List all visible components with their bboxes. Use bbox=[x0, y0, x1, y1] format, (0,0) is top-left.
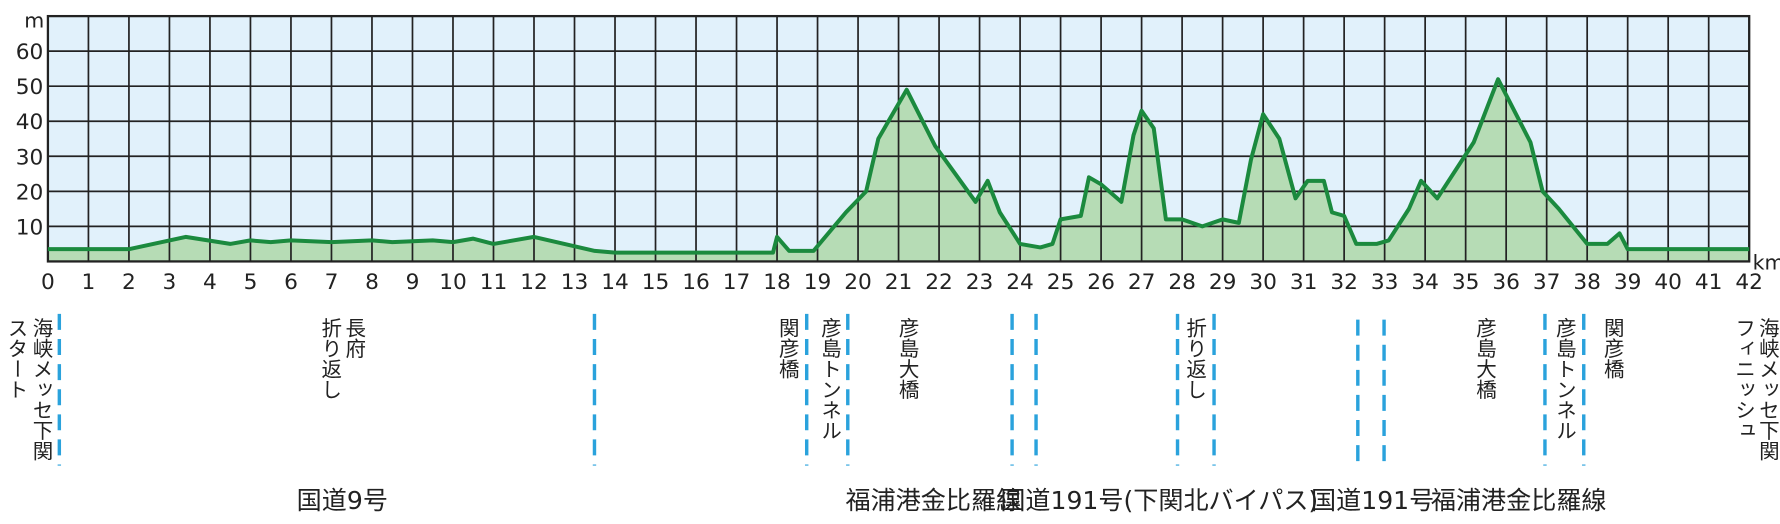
road-label: 国道191号(下関北バイパス) bbox=[1000, 486, 1318, 515]
x-unit: km bbox=[1753, 250, 1780, 274]
x-tick-label: 20 bbox=[844, 270, 872, 295]
x-tick-label: 26 bbox=[1087, 270, 1115, 295]
x-tick-label: 8 bbox=[365, 270, 379, 295]
x-tick-label: 4 bbox=[203, 270, 217, 295]
x-tick-label: 19 bbox=[804, 270, 832, 295]
x-tick-label: 13 bbox=[561, 270, 589, 295]
x-tick-label: 5 bbox=[244, 270, 258, 295]
x-tick-label: 15 bbox=[642, 270, 670, 295]
plot-border bbox=[46, 14, 1751, 263]
landmark-label: 折り返し bbox=[1183, 317, 1207, 399]
y-tick-label: 50 bbox=[16, 75, 44, 100]
x-tick-label: 2 bbox=[122, 270, 136, 295]
landmark-label: フィニッシュ bbox=[1731, 317, 1755, 440]
x-tick-label: 38 bbox=[1573, 270, 1601, 295]
x-tick-label: 6 bbox=[284, 270, 298, 295]
x-tick-label: 7 bbox=[325, 270, 339, 295]
x-tick-label: 37 bbox=[1533, 270, 1561, 295]
road-label: 福浦港金比羅線 bbox=[846, 486, 1022, 515]
y-tick-label: 30 bbox=[16, 145, 44, 170]
road-label: 福浦港金比羅線 bbox=[1431, 486, 1607, 515]
x-tick-label: 30 bbox=[1249, 270, 1277, 295]
x-tick-label: 36 bbox=[1492, 270, 1520, 295]
landmark-label: スタート bbox=[4, 317, 28, 399]
x-tick-label: 25 bbox=[1047, 270, 1075, 295]
elevation-line bbox=[47, 77, 1750, 255]
landmark-label: 彦島トンネル bbox=[1552, 317, 1576, 440]
y-tick-label: 60 bbox=[16, 40, 44, 65]
landmark-label: 彦島トンネル bbox=[818, 317, 842, 440]
landmark-label: 関彦橋 bbox=[775, 317, 799, 379]
road-label: 国道9号 bbox=[297, 486, 388, 515]
x-tick-label: 23 bbox=[966, 270, 994, 295]
landmark-label: 海峡メッセ下関 bbox=[29, 317, 53, 461]
landmark-labels: 海峡メッセ下関 スタート 長府 折り返し 関彦橋 彦島トンネル 彦島大橋 折り返… bbox=[4, 317, 1780, 461]
x-tick-label: 11 bbox=[480, 270, 508, 295]
x-tick-label: 12 bbox=[520, 270, 548, 295]
landmark-label: 折り返し bbox=[318, 317, 342, 399]
landmark-label: 彦島大橋 bbox=[1472, 317, 1496, 400]
x-tick-label: 24 bbox=[1006, 270, 1034, 295]
x-tick-label: 34 bbox=[1411, 270, 1439, 295]
landmark-label: 関彦橋 bbox=[1600, 317, 1624, 379]
x-tick-label: 41 bbox=[1695, 270, 1723, 295]
x-tick-label: 9 bbox=[406, 270, 420, 295]
x-tick-label: 3 bbox=[163, 270, 177, 295]
x-tick-label: 16 bbox=[682, 270, 710, 295]
x-tick-label: 28 bbox=[1168, 270, 1196, 295]
x-tick-label: 33 bbox=[1371, 270, 1399, 295]
x-tick-label: 14 bbox=[601, 270, 629, 295]
y-tick-label: 40 bbox=[16, 110, 44, 135]
landmark-label: 彦島大橋 bbox=[895, 317, 919, 400]
landmark-label: 長府 bbox=[342, 317, 366, 358]
x-tick-label: 31 bbox=[1290, 270, 1318, 295]
x-tick-label: 29 bbox=[1209, 270, 1237, 295]
y-tick-label: 10 bbox=[16, 215, 44, 240]
landmark-markers bbox=[57, 313, 1586, 471]
x-tick-label: 18 bbox=[763, 270, 791, 295]
x-tick-label: 0 bbox=[41, 270, 55, 295]
x-tick-label: 10 bbox=[439, 270, 467, 295]
x-tick-label: 22 bbox=[925, 270, 953, 295]
x-tick-label: 32 bbox=[1330, 270, 1358, 295]
x-tick-label: 40 bbox=[1654, 270, 1682, 295]
x-tick-label: 42 bbox=[1735, 270, 1763, 295]
y-tick-label: 20 bbox=[16, 180, 44, 205]
x-tick-label: 21 bbox=[885, 270, 913, 295]
x-tick-label: 35 bbox=[1452, 270, 1480, 295]
landmark-label: 海峡メッセ下関 bbox=[1755, 317, 1779, 461]
road-label: 国道191号 bbox=[1311, 486, 1434, 515]
x-tick-label: 39 bbox=[1614, 270, 1642, 295]
y-unit: m bbox=[24, 9, 44, 33]
plot-area: 0 1 2 3 4 5 6 7 8 9 10 11 12 13 14 15 16 17 18 19 20 21 22 23 24… bbox=[16, 14, 1763, 295]
x-tick-label: 27 bbox=[1128, 270, 1156, 295]
x-tick-label: 1 bbox=[82, 270, 96, 295]
road-labels: 国道9号 福浦港金比羅線 国道191号(下関北バイパス) 国道191号 福浦港金… bbox=[297, 486, 1607, 515]
x-tick-label: 17 bbox=[723, 270, 751, 295]
